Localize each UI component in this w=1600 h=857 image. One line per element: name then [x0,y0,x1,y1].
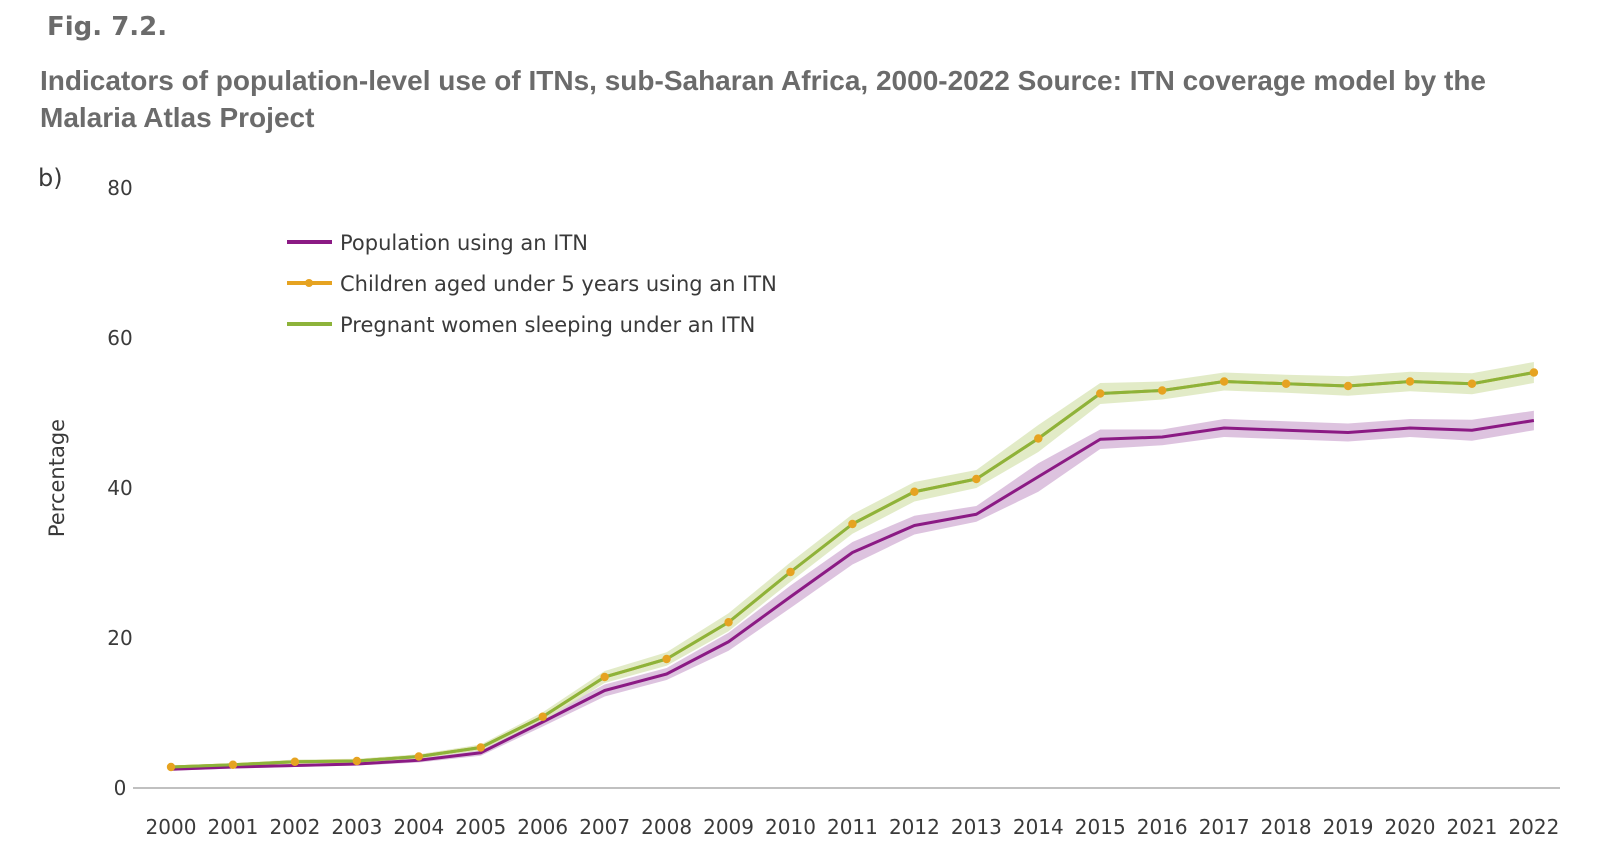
data-point-1-2000 [166,762,176,772]
y-tick-label: 0 [114,776,127,800]
x-axis-ticks: 2000 2001 2002 2003 2004 2005 2006 2007 2008 2009… [146,815,1560,839]
x-tick-label: 2017 [1199,815,1250,839]
legend-label-population: Population using an ITN [340,231,588,255]
y-axis-title: Percentage [45,419,69,537]
series-points [166,368,1539,772]
panel-label: b) [38,164,63,192]
series-lines [170,371,1535,771]
series-line-0 [170,419,1535,771]
legend-item-pregnant: Pregnant women sleeping under an ITN [287,313,755,337]
x-tick-label: 2016 [1137,815,1188,839]
figure-label: Fig. 7.2. [47,12,168,42]
data-point-1-2011 [848,519,857,529]
legend-marker-children [305,279,313,287]
x-tick-label: 2014 [1013,815,1064,839]
legend-label-children: Children aged under 5 years using an ITN [340,272,777,296]
x-tick-label: 2001 [207,815,258,839]
legend-item-population: Population using an ITN [287,231,588,255]
data-point-1-2014 [1034,434,1043,443]
y-axis-ticks: 0 20 40 60 80 [107,176,132,800]
data-point-1-2013 [972,474,981,484]
data-point-1-2005 [476,743,485,752]
data-point-1-2008 [662,654,671,664]
data-point-1-2003 [352,756,362,766]
data-point-1-2020 [1405,377,1415,386]
legend-item-children: Children aged under 5 years using an ITN [287,272,777,296]
data-point-1-2016 [1158,386,1167,395]
x-tick-label: 2012 [889,815,940,839]
x-tick-label: 2003 [331,815,382,839]
x-tick-label: 2018 [1261,815,1312,839]
x-tick-label: 2006 [517,815,568,839]
x-tick-label: 2009 [703,815,754,839]
y-tick-label: 40 [107,476,132,500]
legend-label-pregnant: Pregnant women sleeping under an ITN [340,313,755,337]
data-point-1-2012 [910,487,919,496]
x-tick-label: 2019 [1323,815,1374,839]
y-tick-label: 20 [107,626,132,650]
x-tick-label: 2021 [1446,815,1497,839]
data-point-1-2007 [600,672,609,682]
x-tick-label: 2008 [641,815,692,839]
x-tick-label: 2015 [1075,815,1126,839]
y-tick-label: 80 [107,176,132,200]
x-tick-label: 2004 [393,815,444,839]
x-tick-label: 2002 [269,815,320,839]
data-point-1-2022 [1529,368,1539,377]
data-point-1-2018 [1281,379,1291,388]
legend: Population using an ITN Children aged un… [287,231,777,337]
x-tick-label: 2007 [579,815,630,839]
confidence-band-0 [171,410,1534,771]
data-point-1-2006 [538,712,547,721]
data-point-1-2015 [1096,389,1105,398]
data-point-1-2002 [290,757,300,766]
x-tick-label: 2020 [1385,815,1436,839]
data-point-1-2009 [724,618,733,627]
x-tick-label: 2011 [827,815,878,839]
x-tick-label: 2000 [146,815,197,839]
x-tick-label: 2013 [951,815,1002,839]
confidence-bands [171,362,1534,771]
data-point-1-2001 [228,760,238,769]
x-tick-label: 2005 [455,815,506,839]
data-point-1-2017 [1219,377,1229,386]
data-point-1-2010 [786,567,795,577]
x-tick-label: 2022 [1508,815,1559,839]
y-tick-label: 60 [107,326,132,350]
data-point-1-2004 [414,752,423,761]
data-point-1-2021 [1467,379,1477,388]
data-point-1-2019 [1343,381,1353,391]
figure-title: Indicators of population-level use of IT… [40,65,1487,133]
x-tick-label: 2010 [765,815,816,839]
